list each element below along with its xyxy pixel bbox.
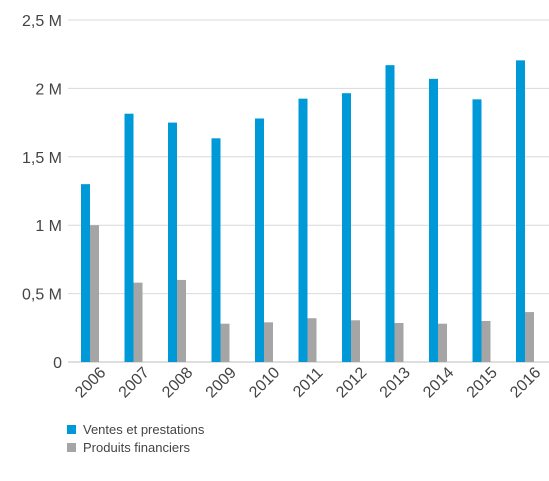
bar-produits-2016 <box>525 312 534 362</box>
x-tick-label: 2014 <box>420 364 457 401</box>
x-tick-label: 2006 <box>72 364 109 401</box>
y-tick-label: 2,5 M <box>22 13 62 30</box>
x-tick-label: 2016 <box>507 364 544 401</box>
x-tick-label: 2011 <box>290 365 326 401</box>
x-tick-label: 2009 <box>203 364 240 401</box>
bar-produits-2012 <box>351 320 360 362</box>
legend-swatch-series-1 <box>67 424 76 434</box>
bar-produits-2008 <box>177 279 186 362</box>
y-tick-label: 2 M <box>35 81 62 98</box>
bar-produits-2011 <box>307 318 317 362</box>
bar-ventes-2016 <box>516 60 525 363</box>
bar-ventes-2013 <box>385 65 395 363</box>
y-tick-label: 0 <box>53 355 62 372</box>
bar-produits-2014 <box>438 323 447 362</box>
y-tick-label: 1 M <box>35 218 62 235</box>
y-axis: 0 0,5 M 1 M 1,5 M 2 M 2,5 M <box>22 13 62 372</box>
x-tick-label: 2010 <box>246 364 283 401</box>
x-tick-label: 2013 <box>377 364 414 401</box>
gridlines <box>68 19 549 363</box>
bar-ventes-2009 <box>211 138 221 362</box>
bar-ventes-2008 <box>168 122 177 362</box>
legend-swatch-series-2 <box>67 442 76 452</box>
bar-ventes-2012 <box>342 93 351 363</box>
bar-produits-2013 <box>394 323 404 362</box>
bar-produits-2006 <box>90 225 99 362</box>
x-axis: 2006 2007 2008 2009 2010 2011 2012 2013 2014 2015… <box>72 364 544 401</box>
bar-produits-2009 <box>220 323 230 362</box>
legend-item-series-1: Ventes et prestations <box>67 420 204 438</box>
bar-ventes-2010 <box>255 118 264 362</box>
bar-ventes-2011 <box>298 98 308 362</box>
x-tick-label: 2007 <box>116 364 153 401</box>
y-tick-label: 1,5 M <box>22 150 62 167</box>
y-tick-label: 0,5 M <box>22 287 62 304</box>
legend-item-series-2: Produits financiers <box>67 438 204 456</box>
bar-ventes-2015 <box>472 99 482 363</box>
bars <box>81 60 534 363</box>
bar-produits-2007 <box>133 282 143 362</box>
bar-ventes-2014 <box>429 78 438 362</box>
bar-ventes-2007 <box>124 113 134 362</box>
bar-ventes-2006 <box>81 184 90 362</box>
x-tick-label: 2008 <box>159 364 196 401</box>
bar-produits-2015 <box>481 320 491 362</box>
bar-produits-2010 <box>264 322 273 362</box>
x-tick-label: 2015 <box>464 364 501 401</box>
legend-label-series-2: Produits financiers <box>83 439 190 455</box>
x-tick-label: 2012 <box>333 364 370 401</box>
legend: Ventes et prestations Produits financier… <box>67 420 204 456</box>
legend-label-series-1: Ventes et prestations <box>83 421 205 437</box>
